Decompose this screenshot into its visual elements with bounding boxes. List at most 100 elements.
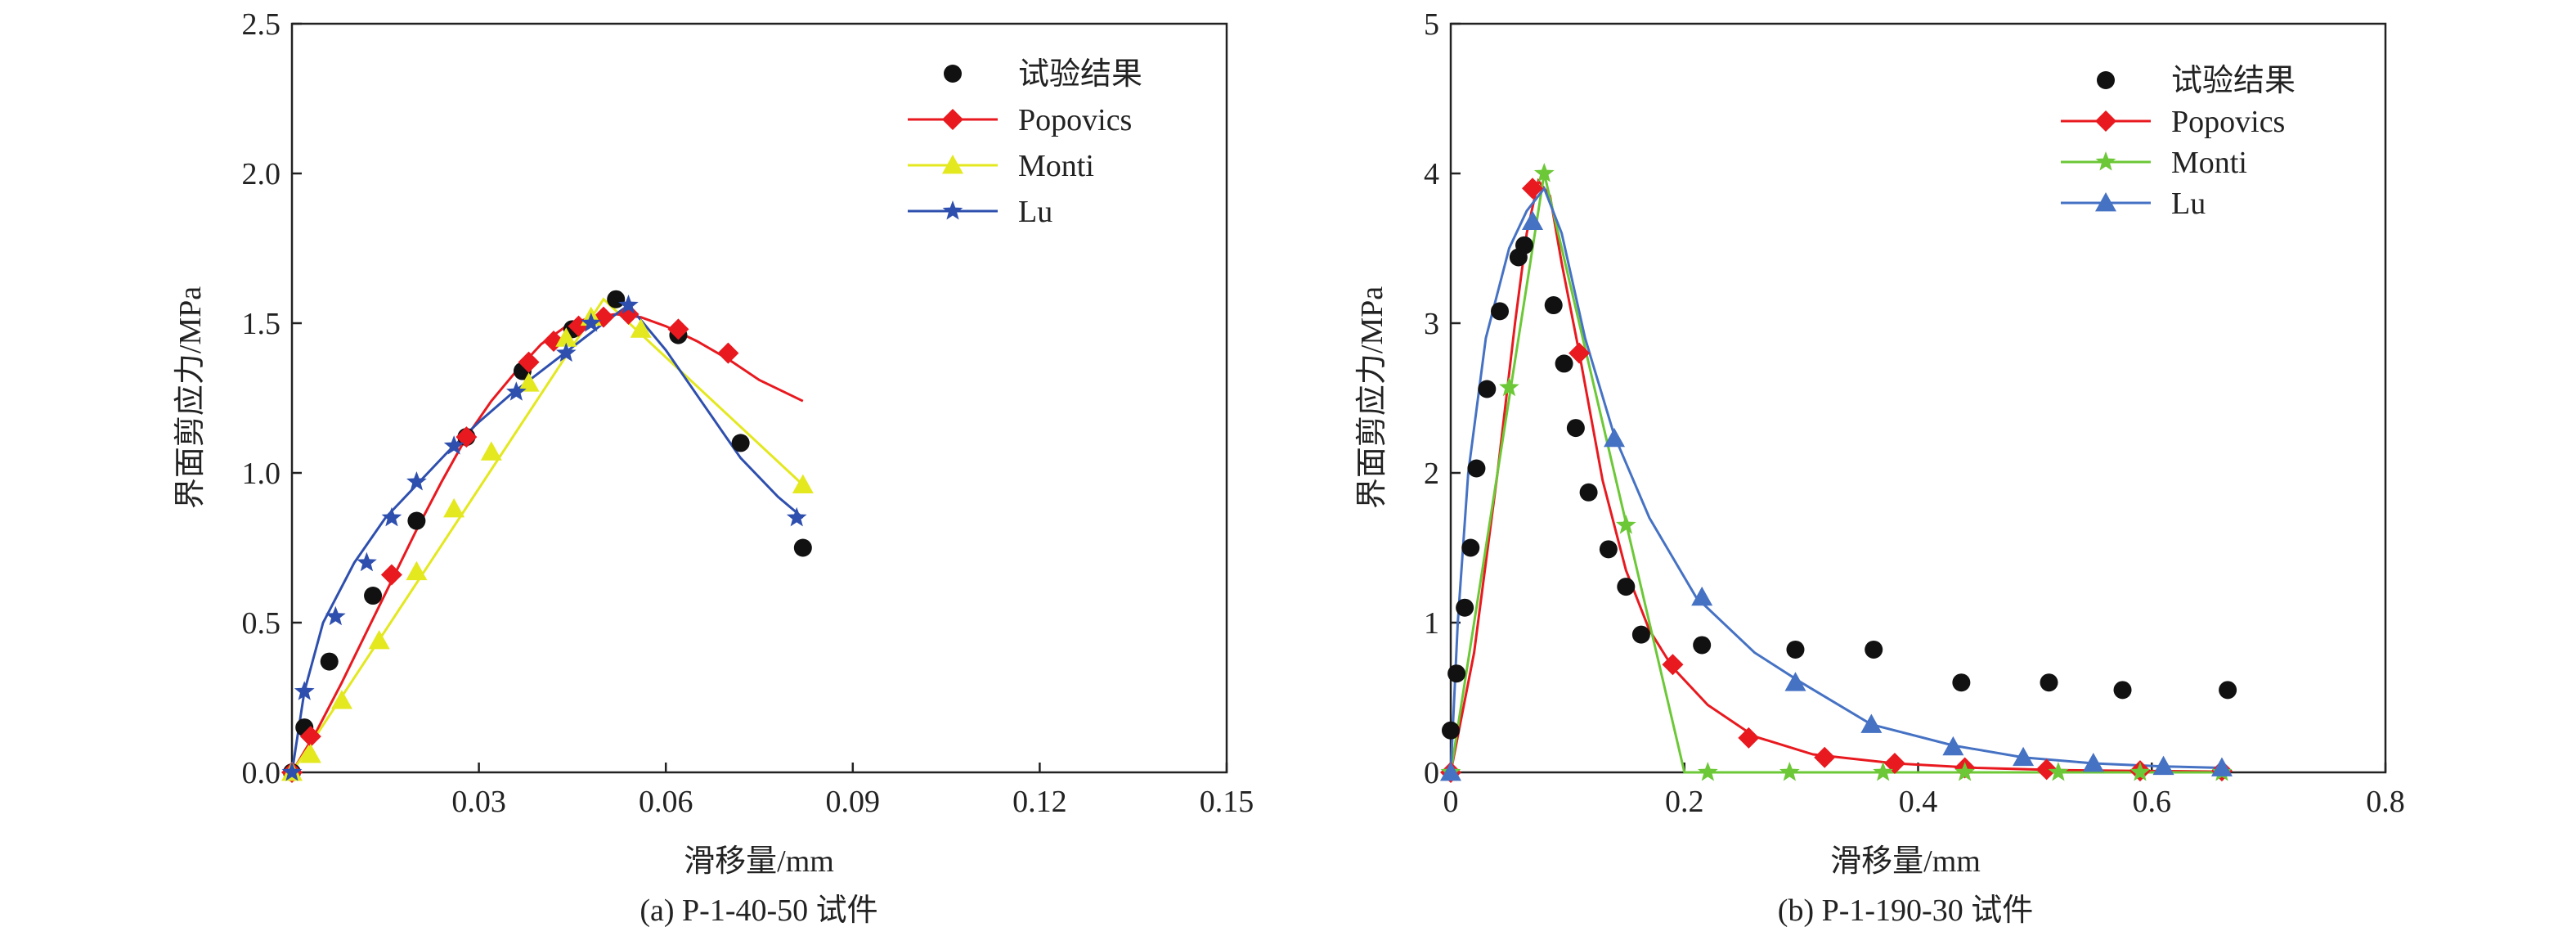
data-point-experiment	[1544, 296, 1563, 315]
series-lines	[290, 297, 804, 773]
series-markers	[1440, 163, 2237, 783]
axis-ticks: 0.03 0.06 0.09 0.12 0.15 0.0 0.5 1.0 1.5 2.0 2.5	[242, 7, 1254, 819]
data-point-popovics	[1883, 753, 1905, 775]
data-point-lu	[294, 681, 315, 700]
data-point-popovics	[617, 304, 640, 326]
data-point-experiment	[1579, 483, 1598, 502]
legend-marker-monti	[942, 155, 963, 174]
data-point-lu	[506, 381, 527, 401]
data-point-lu	[2082, 753, 2104, 772]
panel-caption: (b) P-1-190-30 试件	[1778, 893, 2033, 928]
x-tick-label: 0	[1443, 785, 1459, 819]
data-point-monti	[1533, 163, 1555, 182]
data-point-popovics	[1814, 746, 1836, 768]
data-point-monti	[443, 497, 465, 518]
x-tick-label: 0.12	[1012, 785, 1067, 819]
data-point-lu	[581, 313, 602, 332]
legend-marker-lu	[2095, 192, 2116, 212]
data-point-monti	[480, 441, 502, 461]
y-tick-label: 0	[1424, 756, 1439, 790]
data-point-experiment	[1555, 354, 1573, 373]
data-point-popovics	[1738, 727, 1760, 749]
x-tick-label: 0.06	[639, 785, 693, 819]
data-point-popovics	[299, 726, 321, 748]
series-line-popovics	[1449, 178, 2223, 773]
data-point-monti	[299, 744, 321, 763]
legend-label-lu: Lu	[1018, 195, 1052, 229]
data-point-lu	[357, 551, 377, 572]
data-point-experiment	[1599, 540, 1618, 559]
data-point-experiment	[1617, 578, 1636, 596]
data-point-popovics	[1662, 654, 1684, 676]
legend: 试验结果 Popovics Monti Lu	[2061, 64, 2296, 221]
y-axis-label: 界面剪应力/MPa	[1355, 286, 1389, 509]
data-point-experiment	[320, 652, 339, 671]
data-point-experiment	[731, 434, 750, 452]
legend-marker-experiment	[944, 65, 962, 83]
data-point-popovics	[1568, 342, 1591, 364]
data-point-monti	[1615, 515, 1636, 534]
x-tick-label: 0.8	[2366, 785, 2405, 819]
data-point-experiment	[793, 538, 812, 557]
y-tick-label: 1.0	[242, 457, 281, 491]
data-point-experiment	[1467, 459, 1486, 478]
data-point-monti	[792, 474, 814, 494]
series-line-lu	[1449, 186, 2223, 773]
data-point-lu	[443, 435, 464, 455]
y-tick-label: 2.5	[242, 7, 281, 42]
data-point-experiment	[2040, 673, 2058, 692]
data-point-monti	[630, 318, 652, 338]
data-point-popovics	[1522, 178, 1544, 200]
data-point-lu	[1522, 210, 1544, 230]
x-tick-label: 0.15	[1200, 785, 1254, 819]
legend-marker-monti	[2095, 151, 2116, 171]
series-line-lu	[290, 303, 804, 773]
y-axis-label: 界面剪应力/MPa	[173, 286, 208, 509]
data-point-monti	[1954, 762, 1975, 781]
data-point-experiment	[1491, 302, 1510, 321]
data-point-experiment	[1447, 664, 1466, 683]
data-point-lu	[325, 605, 346, 626]
data-point-monti	[2048, 762, 2069, 781]
data-point-popovics	[2035, 758, 2058, 781]
data-point-experiment	[2113, 681, 2132, 700]
data-point-monti	[1499, 376, 1519, 397]
data-point-lu	[1784, 672, 1806, 691]
data-point-experiment	[1456, 598, 1474, 617]
legend-label-monti: Monti	[1018, 149, 1094, 183]
data-point-experiment	[1952, 673, 1971, 692]
y-tick-label: 4	[1424, 157, 1439, 191]
data-point-lu	[2152, 755, 2174, 776]
x-tick-label: 0.2	[1665, 785, 1704, 819]
data-point-lu	[381, 506, 402, 527]
data-point-experiment	[1461, 538, 1480, 557]
legend-marker-popovics	[942, 109, 963, 130]
data-point-monti	[368, 629, 390, 650]
data-point-lu	[1860, 713, 1883, 733]
data-point-lu	[2013, 746, 2035, 767]
legend-label-popovics: Popovics	[1018, 103, 1132, 137]
y-tick-label: 1.5	[242, 307, 281, 341]
data-point-experiment	[2219, 681, 2237, 700]
y-tick-label: 1	[1424, 606, 1439, 641]
data-point-popovics	[456, 426, 478, 448]
plot-frame	[290, 22, 1228, 774]
legend-label-experiment: 试验结果	[2171, 64, 2296, 98]
data-point-lu	[281, 762, 303, 781]
data-point-experiment	[1566, 419, 1585, 438]
data-point-experiment	[1478, 380, 1497, 398]
panel-caption: (a) P-1-40-50 试件	[640, 893, 877, 928]
axis-ticks: 0 0.2 0.4 0.6 0.8 0 1 2 3 4 5	[1424, 7, 2405, 819]
data-point-experiment	[1631, 625, 1650, 644]
data-point-lu	[1440, 762, 1461, 781]
legend-marker-experiment	[2097, 71, 2115, 89]
chart-panel-a: 0.03 0.06 0.09 0.12 0.15 0.0 0.5 1.0 1.5 2.0 2.5 试…	[173, 7, 1254, 928]
data-point-popovics	[518, 351, 540, 373]
data-point-lu	[1942, 736, 1964, 756]
data-point-lu	[406, 471, 427, 491]
data-point-monti	[1779, 762, 1800, 781]
legend: 试验结果 Popovics Monti Lu	[908, 57, 1142, 229]
legend-label-monti: Monti	[2171, 146, 2247, 180]
